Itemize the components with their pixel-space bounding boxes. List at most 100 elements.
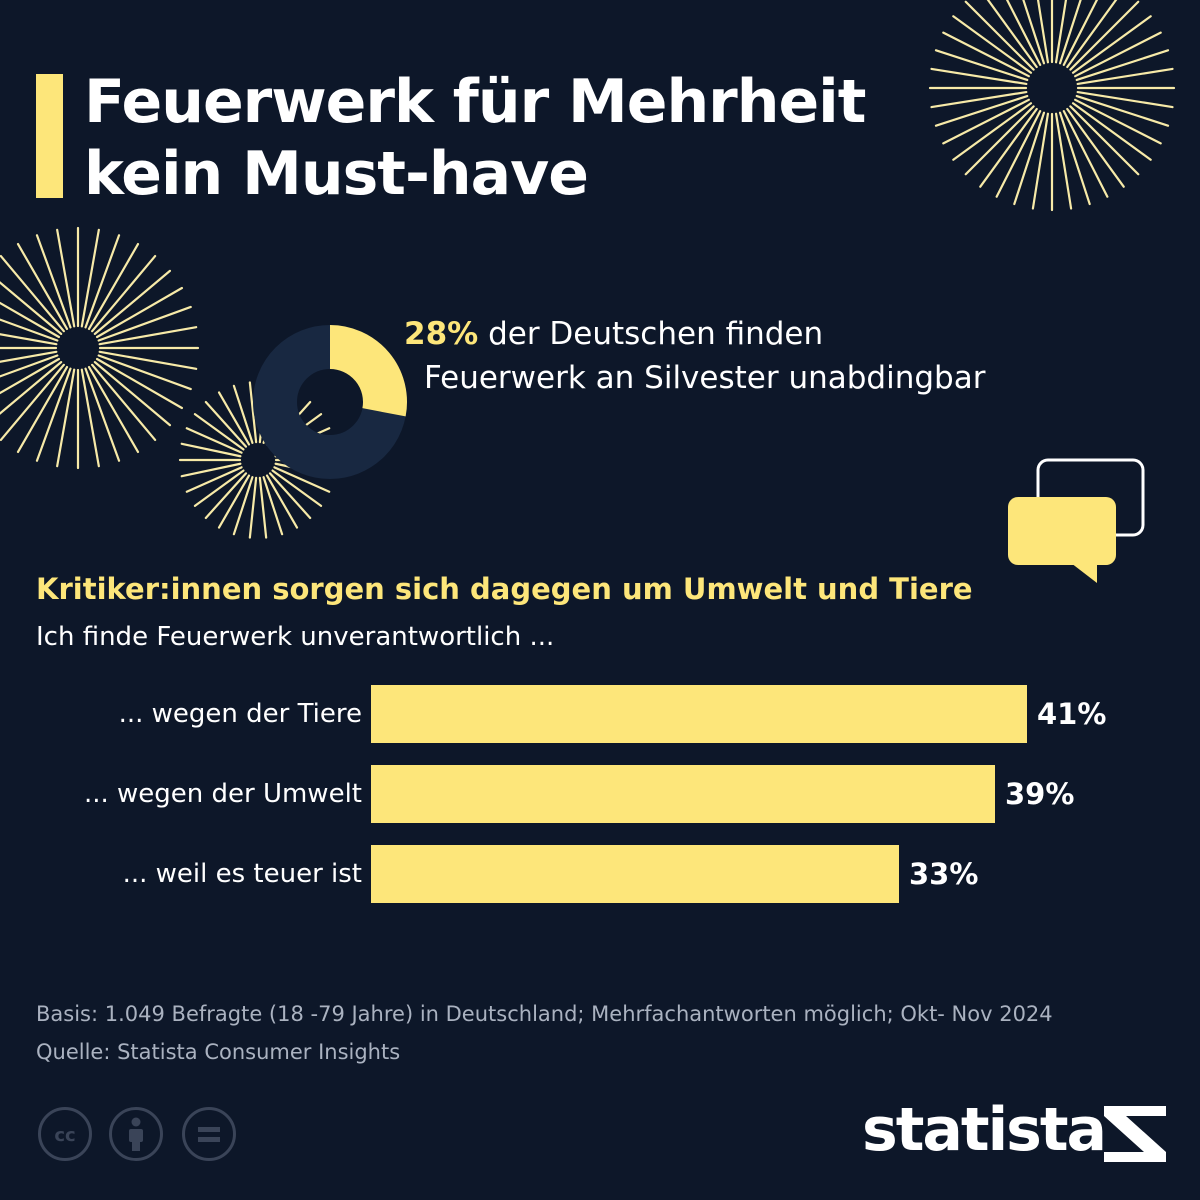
bar-value: 39% xyxy=(1005,777,1075,811)
firework-ray xyxy=(1066,107,1125,188)
creative-commons-icon[interactable]: cc xyxy=(38,1107,92,1161)
firework-ray xyxy=(87,242,140,331)
firework-ray xyxy=(248,476,258,539)
bar-label: ... wegen der Umwelt xyxy=(83,779,362,809)
footer-basis: Basis: 1.049 Befragte (18 -79 Jahre) in … xyxy=(36,1002,1053,1026)
firework-ray xyxy=(84,367,121,462)
firework-left xyxy=(0,226,200,470)
firework-ray xyxy=(1069,105,1140,176)
firework-ray xyxy=(258,476,268,539)
headline-stat-text-line1: der Deutschen finden xyxy=(488,316,824,352)
firework-ray xyxy=(180,462,242,478)
firework-ray xyxy=(0,357,61,395)
firework-ray xyxy=(273,466,331,493)
firework-ray xyxy=(97,305,192,342)
firework-ray xyxy=(1066,0,1118,69)
firework-ray xyxy=(1013,111,1046,206)
firework-ray xyxy=(248,381,258,444)
firework-ray xyxy=(964,105,1035,176)
footer-source: Quelle: Statista Consumer Insights xyxy=(36,1040,401,1064)
firework-ray xyxy=(0,301,61,339)
firework-ray xyxy=(95,286,184,339)
firework-ray xyxy=(1036,0,1050,64)
chart-subtitle: Kritiker:innen sorgen sich dagegen um Um… xyxy=(36,572,973,606)
firework-ray xyxy=(16,365,69,454)
firework-ray xyxy=(1062,110,1109,198)
bar xyxy=(371,765,995,823)
firework-ray xyxy=(185,466,243,493)
firework-ray xyxy=(979,107,1038,188)
headline-stat: 28% der Deutschen finden Feuerwerk an Si… xyxy=(404,312,1124,400)
firework-ray xyxy=(16,242,69,331)
firework-ray xyxy=(1071,15,1152,74)
firework-ray xyxy=(87,365,140,454)
page-title: Feuerwerk für Mehrheit kein Must-have xyxy=(84,66,964,210)
firework-ray xyxy=(93,269,172,335)
firework-ray xyxy=(0,333,58,346)
firework-ray xyxy=(80,228,100,328)
firework-ray xyxy=(1058,111,1091,206)
donut-slice-28 xyxy=(328,325,407,417)
brand-name[interactable]: statista xyxy=(862,1095,1107,1165)
speech-bubbles-icon xyxy=(1008,458,1145,583)
firework-ray xyxy=(1022,0,1046,65)
firework-ray xyxy=(35,367,72,462)
bar-label: ... wegen der Tiere xyxy=(118,699,362,729)
statista-logo-icon[interactable] xyxy=(1104,1106,1166,1162)
bar xyxy=(371,685,1027,743)
firework-ray xyxy=(952,15,1033,74)
firework-ray xyxy=(0,361,63,415)
firework-ray xyxy=(98,326,198,346)
firework-ray xyxy=(986,0,1038,69)
firework-ray xyxy=(80,368,100,468)
firework-ray xyxy=(0,281,63,335)
firework-ray xyxy=(0,354,59,378)
firework-ray xyxy=(97,354,192,391)
firework-ray xyxy=(35,234,72,329)
bar-value: 33% xyxy=(909,857,979,891)
headline-stat-text-line2: Feuerwerk an Silvester unabdingbar xyxy=(424,360,986,396)
firework-ray xyxy=(942,31,1030,78)
firework-ray xyxy=(1071,102,1152,161)
firework-ray xyxy=(84,234,121,329)
title-accent-bar xyxy=(36,74,63,198)
firework-ray xyxy=(193,413,245,451)
firework-ray xyxy=(0,363,65,442)
firework-top-right xyxy=(928,0,1176,212)
firework-ray xyxy=(93,361,172,427)
firework-ray xyxy=(995,110,1042,198)
firework-ray xyxy=(265,474,299,529)
attribution-icon[interactable] xyxy=(109,1107,163,1161)
firework-ray xyxy=(1054,0,1068,64)
firework-ray xyxy=(217,391,251,446)
firework-ray xyxy=(193,469,245,507)
donut-chart xyxy=(253,325,407,479)
page-title-line2: kein Must-have xyxy=(84,139,589,209)
firework-ray xyxy=(95,357,184,410)
firework-ray xyxy=(930,90,1028,109)
page-title-line1: Feuerwerk für Mehrheit xyxy=(84,67,866,137)
chart-question: Ich finde Feuerwerk unverantwortlich ... xyxy=(36,622,555,652)
firework-ray xyxy=(1058,0,1082,65)
firework-ray xyxy=(942,98,1030,145)
firework-ray xyxy=(934,49,1029,82)
firework-ray xyxy=(0,254,65,333)
no-derivatives-icon[interactable] xyxy=(182,1107,236,1161)
firework-ray xyxy=(1005,0,1042,66)
firework-ray xyxy=(1074,31,1162,78)
firework-ray xyxy=(91,363,157,442)
firework-ray xyxy=(56,368,76,468)
firework-ray xyxy=(1076,90,1174,109)
firework-ray xyxy=(232,476,254,536)
firework-ray xyxy=(952,102,1033,161)
firework-ray xyxy=(262,476,284,536)
firework-ray xyxy=(98,350,198,370)
svg-text:cc: cc xyxy=(54,1125,75,1146)
firework-ray xyxy=(1076,67,1174,86)
firework-ray xyxy=(271,469,323,507)
firework-ray xyxy=(56,228,76,328)
firework-ray xyxy=(180,442,242,458)
firework-ray xyxy=(1075,49,1170,82)
firework-ray xyxy=(1075,94,1170,127)
firework-ray xyxy=(185,427,243,454)
